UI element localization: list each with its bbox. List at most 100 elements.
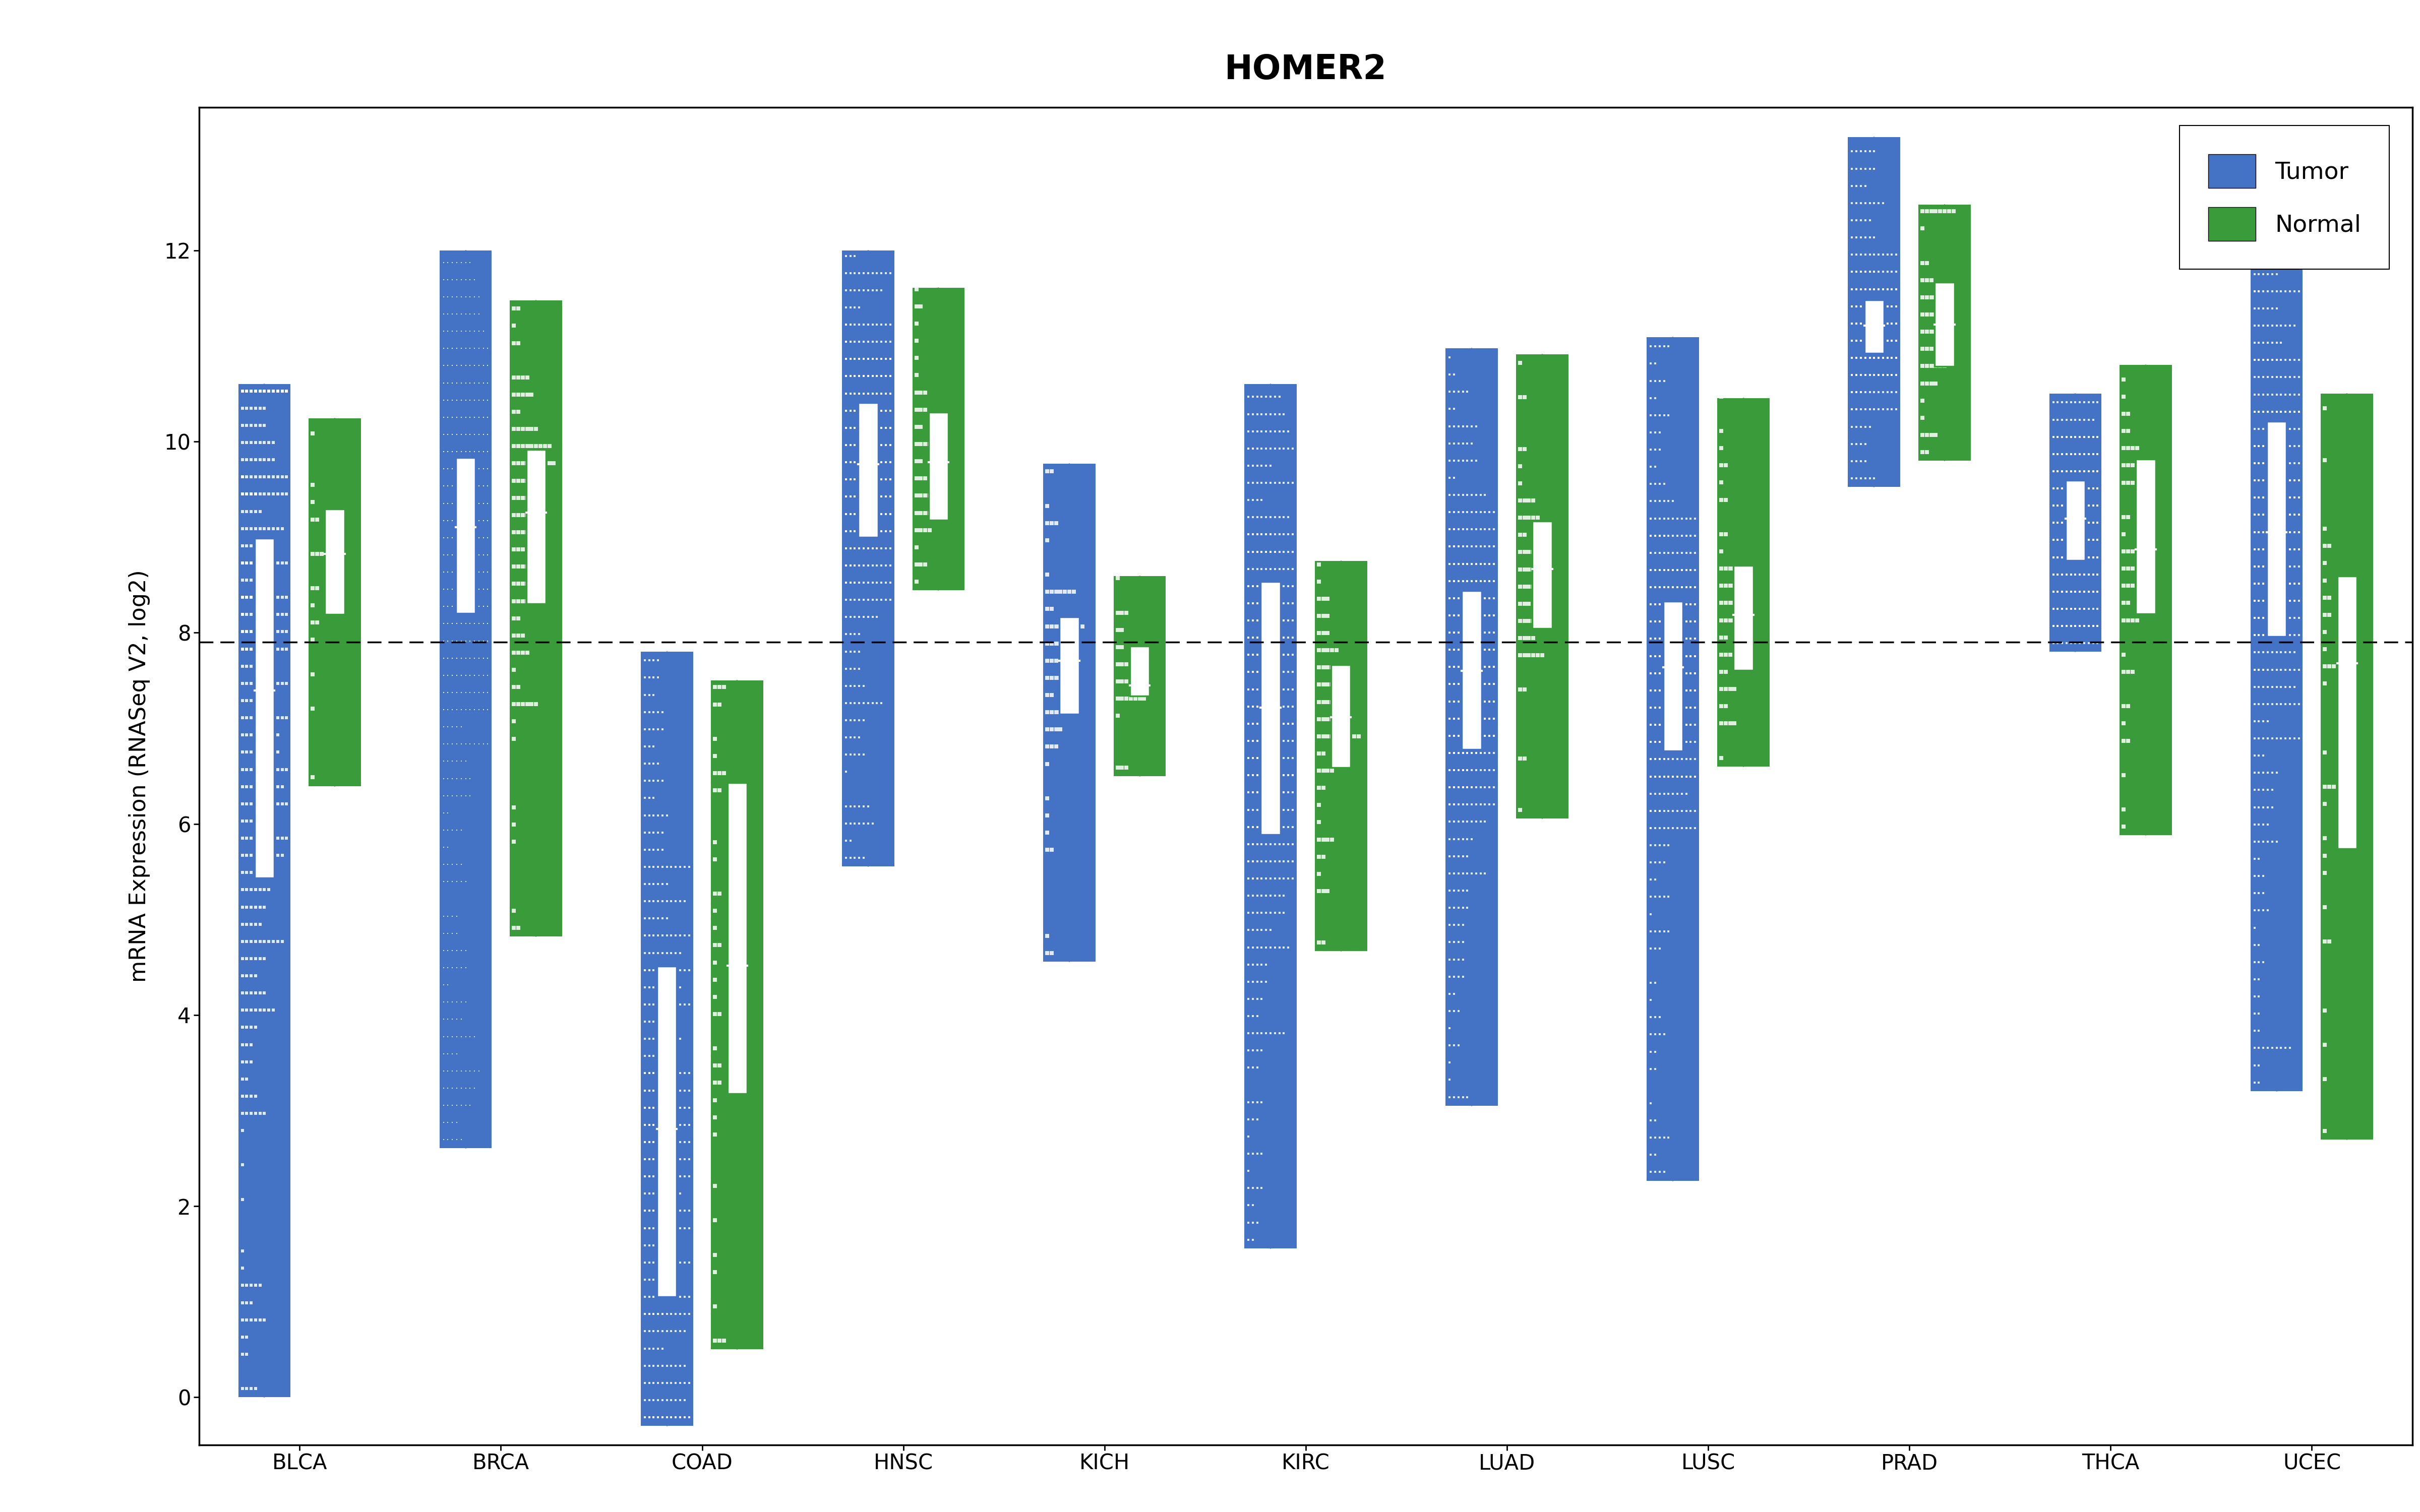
Point xyxy=(1430,638,1469,662)
Point xyxy=(2265,313,2304,337)
Point xyxy=(1648,765,1687,789)
Point xyxy=(1241,1176,1280,1201)
Point xyxy=(2306,585,2345,609)
Point xyxy=(849,467,888,491)
Point xyxy=(1701,435,1740,460)
Point xyxy=(1646,558,1684,582)
Point xyxy=(1442,724,1481,748)
Point xyxy=(227,380,266,404)
Point xyxy=(1435,895,1474,919)
Point xyxy=(1268,712,1307,736)
Point xyxy=(840,432,878,457)
Point xyxy=(1457,449,1496,473)
Point xyxy=(866,416,905,440)
Point xyxy=(2069,476,2108,500)
Point xyxy=(227,1273,266,1297)
Point xyxy=(1672,730,1711,754)
Point xyxy=(2253,572,2292,596)
Point xyxy=(1435,396,1474,420)
Point xyxy=(1851,328,1890,352)
Point xyxy=(1863,242,1902,266)
Point xyxy=(259,464,298,488)
Point xyxy=(2265,502,2304,526)
Point xyxy=(1641,765,1679,789)
Point xyxy=(428,491,467,516)
Point xyxy=(629,1405,668,1429)
Point xyxy=(1263,866,1302,891)
Point xyxy=(1336,724,1375,748)
Point xyxy=(651,959,690,983)
Point xyxy=(424,526,462,550)
Point xyxy=(1304,603,1343,627)
Point xyxy=(1636,971,1675,995)
Point xyxy=(428,715,467,739)
Point xyxy=(2275,623,2314,647)
Point xyxy=(1457,414,1496,438)
Point xyxy=(1268,764,1307,788)
Point xyxy=(1309,673,1348,697)
Point xyxy=(433,559,472,584)
Point xyxy=(661,959,699,983)
Point xyxy=(465,457,503,481)
Point xyxy=(898,398,937,422)
Point xyxy=(649,906,687,930)
Point xyxy=(1636,765,1675,789)
Point xyxy=(2238,485,2277,510)
Point xyxy=(424,440,462,464)
Point xyxy=(1338,724,1377,748)
Point xyxy=(2265,364,2304,389)
Point xyxy=(1251,936,1290,960)
Point xyxy=(1842,311,1880,336)
Point xyxy=(1442,948,1481,972)
Point xyxy=(2275,434,2314,458)
Point xyxy=(1268,419,1307,443)
Point xyxy=(1440,706,1479,730)
Point xyxy=(1842,295,1880,319)
Point xyxy=(828,313,866,337)
Point xyxy=(2108,694,2147,718)
Point xyxy=(1430,517,1469,541)
Point xyxy=(845,708,883,732)
Point xyxy=(2253,434,2292,458)
Point xyxy=(1469,638,1508,662)
Point xyxy=(1268,556,1307,581)
Point xyxy=(2038,528,2076,552)
Point xyxy=(424,457,462,481)
Point xyxy=(830,432,869,457)
Point xyxy=(639,940,678,965)
Point xyxy=(651,975,690,999)
Point xyxy=(1832,380,1871,404)
Point xyxy=(1658,507,1696,531)
Point xyxy=(455,473,494,497)
Point xyxy=(450,543,489,567)
Point xyxy=(1859,311,1897,336)
Point xyxy=(1515,575,1554,599)
Point xyxy=(1859,328,1897,352)
Point xyxy=(1251,694,1290,718)
Point xyxy=(1239,883,1278,907)
Point xyxy=(469,440,508,464)
Point xyxy=(2033,528,2072,552)
Point xyxy=(460,473,499,497)
Point xyxy=(433,853,472,877)
Point xyxy=(259,792,298,816)
Point xyxy=(237,550,276,575)
Point xyxy=(2052,546,2091,570)
Point xyxy=(697,916,736,940)
Point xyxy=(1234,575,1273,599)
Point xyxy=(830,553,869,578)
Point xyxy=(1241,1039,1280,1063)
Point xyxy=(871,381,910,405)
Point xyxy=(1457,655,1496,679)
Point xyxy=(840,674,878,699)
Point xyxy=(644,1199,682,1223)
Point xyxy=(465,559,503,584)
Point xyxy=(634,1113,673,1137)
Point xyxy=(424,543,462,567)
Point xyxy=(445,578,484,602)
Point xyxy=(835,708,874,732)
Point xyxy=(2236,572,2275,596)
Point xyxy=(857,451,895,475)
Point xyxy=(494,709,532,733)
Point xyxy=(624,786,663,810)
